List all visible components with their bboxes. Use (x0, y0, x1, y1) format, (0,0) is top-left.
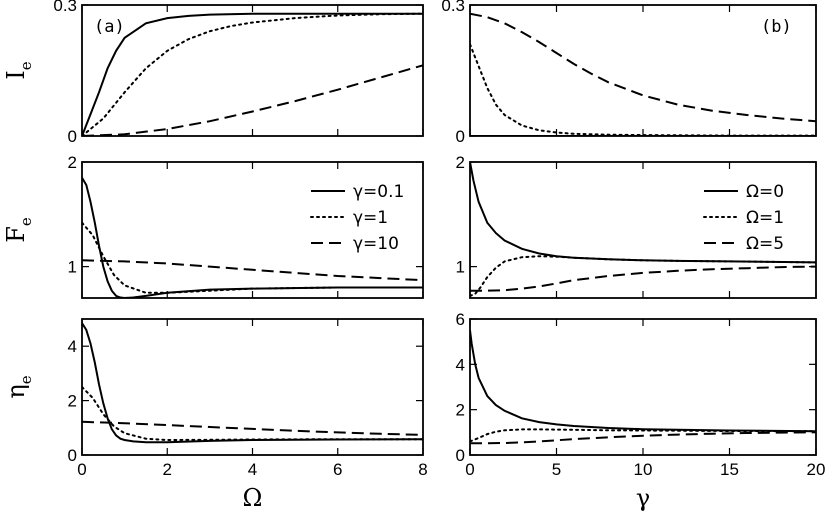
y-axis-title-subscript: e (17, 61, 35, 70)
legend-label: Ω=0 (746, 182, 784, 202)
series-group (82, 177, 423, 298)
y-axis-title-main: η (2, 384, 30, 398)
y-tick-label: 2 (456, 153, 465, 172)
y-tick-label: 1 (68, 258, 77, 277)
panel-ie-gamma: 0 0.3 (b) (441, 0, 817, 146)
y-tick-label: 2 (68, 153, 77, 172)
series-line-3 (470, 265, 816, 292)
panel-fe-omega: 1 2 Fe γ=0.1 γ=1 γ=10 (2, 153, 424, 299)
series-group (470, 330, 816, 445)
series-line-3 (82, 64, 423, 136)
y-tick-label: 0 (456, 446, 465, 465)
series-line-3 (470, 431, 816, 445)
legend-label: Ω=5 (746, 234, 784, 254)
x-tick-label: 8 (418, 460, 427, 479)
legend-label: γ=10 (353, 234, 399, 254)
y-axis-title: ηe (2, 375, 35, 398)
x-axis-title: Ω (243, 484, 263, 512)
legend: Ω=0 Ω=1 Ω=5 (703, 182, 784, 254)
x-tick-label: 4 (248, 460, 257, 479)
series-line-1 (82, 12, 423, 136)
y-axis-title-subscript: e (17, 217, 35, 226)
y-tick-label: 0 (68, 446, 77, 465)
panel-eta-omega: 0 2 4 6 8 0 2 4 ηe Ω (2, 318, 428, 512)
legend: γ=0.1 γ=1 γ=10 (310, 182, 404, 254)
plot-frame (469, 4, 817, 137)
x-tick-label: 15 (720, 460, 739, 479)
y-tick-label: 4 (456, 355, 465, 374)
plot-frame (81, 318, 424, 456)
plot-frame (81, 4, 424, 137)
plot-frame (469, 318, 817, 456)
x-tick-label: 10 (634, 460, 653, 479)
series-line-2 (82, 12, 423, 136)
x-tick-label: 20 (807, 460, 826, 479)
x-tick-label: 5 (552, 460, 561, 479)
panel-ie-omega: 0 0.3 (a) Ie (2, 0, 424, 146)
series-line-1 (82, 322, 423, 444)
y-tick-label: 0 (456, 127, 465, 146)
y-axis-title-subscript: e (17, 375, 35, 384)
panel-tag: (b) (761, 17, 792, 37)
x-tick-label: 0 (465, 460, 474, 479)
panel-fe-gamma: 1 2 Ω=0 Ω=1 Ω=5 (456, 153, 817, 299)
x-tick-label: 2 (163, 460, 172, 479)
series-line-3 (82, 259, 423, 282)
legend-label: γ=1 (353, 208, 388, 228)
x-tick-label: 6 (333, 460, 342, 479)
series-line-2 (82, 221, 423, 294)
y-tick-label: 0.3 (441, 0, 465, 15)
panel-tag: (a) (94, 17, 125, 37)
series-line-2 (470, 255, 816, 297)
y-tick-label: 2 (456, 401, 465, 420)
y-tick-label: 6 (456, 310, 465, 329)
y-axis-title: Fe (2, 217, 35, 243)
plot-frame (81, 161, 424, 299)
y-tick-label: 0 (68, 127, 77, 146)
panel-eta-gamma: 0 5 10 15 20 0 2 4 6 γ (456, 310, 826, 512)
x-axis-title: γ (636, 484, 650, 512)
series-line-2 (470, 428, 816, 443)
series-line-1 (470, 330, 816, 433)
series-line-3 (470, 12, 816, 123)
y-axis-title-main: I (2, 70, 30, 79)
y-axis-title-main: F (2, 226, 30, 243)
legend-label: γ=0.1 (353, 182, 404, 202)
x-tick-label: 0 (77, 460, 86, 479)
y-tick-label: 1 (456, 258, 465, 277)
series-group (470, 162, 816, 297)
series-group (82, 12, 423, 136)
y-axis-title: Ie (2, 61, 35, 79)
legend-label: Ω=1 (746, 208, 784, 228)
y-tick-label: 0.3 (53, 0, 77, 15)
series-line-3 (82, 420, 423, 436)
series-group (82, 322, 423, 444)
series-line-2 (470, 43, 816, 136)
plot-frame (469, 161, 817, 299)
series-line-2 (82, 386, 423, 442)
y-tick-label: 4 (68, 337, 77, 356)
y-tick-label: 2 (68, 392, 77, 411)
